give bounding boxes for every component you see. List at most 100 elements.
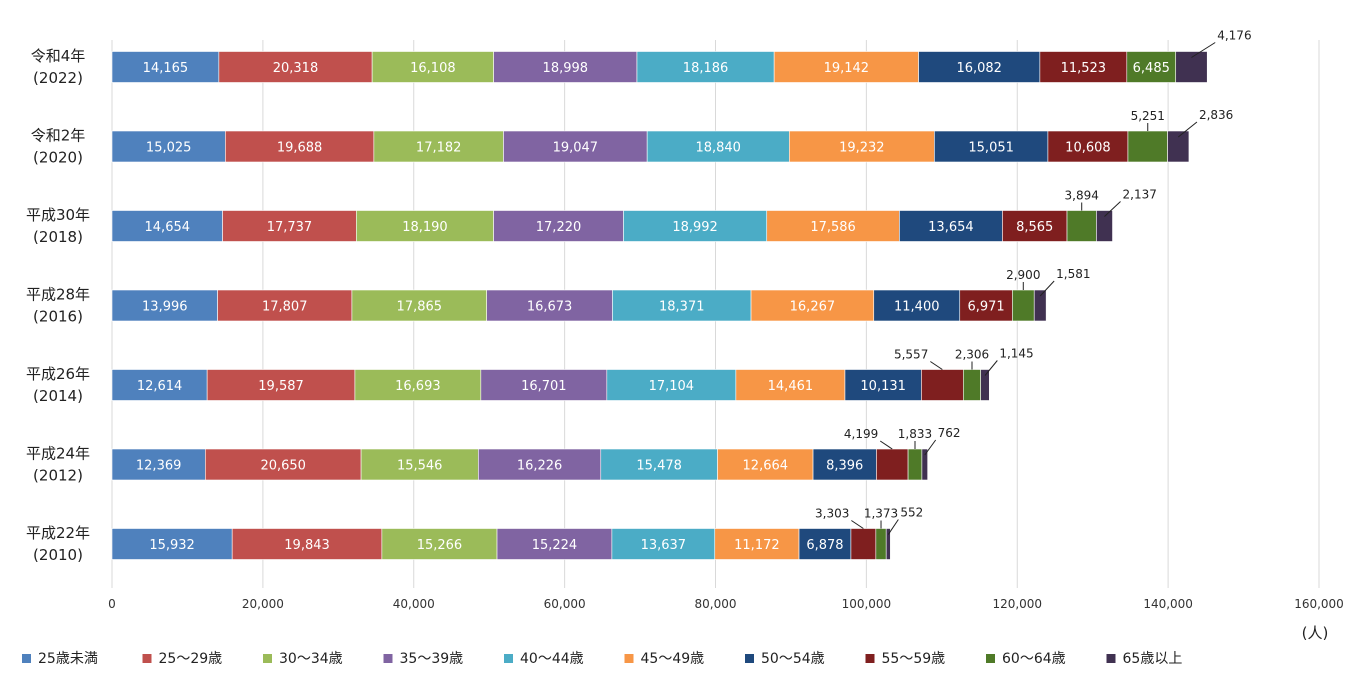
bar-segment <box>885 528 891 560</box>
x-tick-label: 140,000 <box>1143 597 1193 611</box>
data-label: 17,220 <box>536 220 582 235</box>
bar-segment <box>980 369 990 401</box>
data-label: 16,267 <box>790 300 836 315</box>
x-tick-label: 100,000 <box>842 597 892 611</box>
category-label-year: (2014) <box>33 387 83 405</box>
data-label: 2,306 <box>955 348 989 362</box>
bar-segment <box>844 369 922 401</box>
data-label: 3,303 <box>815 507 849 521</box>
data-label: 4,199 <box>844 427 878 441</box>
bar-segment <box>205 448 362 481</box>
bar-segment <box>111 210 223 242</box>
outside-labels: 4,176 2,836 5,251 2,137 3,894 1,581 2,900 1,145… <box>815 29 1252 535</box>
bar-segment <box>875 528 887 560</box>
bar-segment <box>611 528 716 560</box>
data-label: 18,190 <box>402 220 448 235</box>
leader-line <box>887 519 899 535</box>
data-label: 19,688 <box>277 141 323 156</box>
data-label: 17,104 <box>649 379 695 394</box>
data-label: 15,478 <box>636 459 682 474</box>
data-label: 16,673 <box>527 300 573 315</box>
bar-segment <box>921 448 928 481</box>
legend-swatch <box>986 654 995 663</box>
data-label: 4,176 <box>1217 29 1251 43</box>
bar-segment <box>480 369 608 401</box>
bar-segment <box>381 528 498 560</box>
data-label: 18,840 <box>695 141 741 156</box>
x-tick-label: 60,000 <box>544 597 586 611</box>
bar-segment <box>1096 210 1113 242</box>
data-label: 17,737 <box>267 220 313 235</box>
data-label: 16,226 <box>517 459 563 474</box>
data-label: 3,894 <box>1065 189 1099 203</box>
bar-segment <box>493 51 638 83</box>
x-tick-label: 0 <box>108 597 116 611</box>
category-label-year: (2020) <box>33 149 83 167</box>
bar-segment <box>934 130 1049 163</box>
category-label-era: 令和2年 <box>31 127 86 145</box>
category-label-era: 平成26年 <box>26 365 90 383</box>
bar-segment <box>750 289 875 322</box>
data-label: 19,843 <box>284 538 330 553</box>
bar-segment <box>1126 51 1177 83</box>
data-label: 8,396 <box>826 459 863 474</box>
legend-label: 55～59歳 <box>882 651 946 667</box>
data-label: 2,836 <box>1199 108 1233 122</box>
bar-segment <box>873 289 961 322</box>
bar-segment <box>646 130 790 163</box>
category-label-year: (2012) <box>33 467 83 485</box>
bar-segment <box>918 51 1041 83</box>
legend-swatch <box>745 654 754 663</box>
leader-line <box>1191 42 1216 58</box>
x-tick-label: 80,000 <box>695 597 737 611</box>
data-label: 15,051 <box>968 141 1014 156</box>
bar-segment <box>225 130 375 163</box>
data-label: 11,523 <box>1061 61 1107 76</box>
data-label: 15,932 <box>149 538 195 553</box>
data-label: 6,971 <box>967 300 1004 315</box>
bar-segment <box>111 528 233 560</box>
category-labels: 令和4年 (2022) 令和2年 (2020) 平成30年 (2018) 平成28年 (201… <box>26 47 90 564</box>
data-label: 17,865 <box>397 300 443 315</box>
data-label: 2,900 <box>1006 268 1040 282</box>
data-label: 20,318 <box>273 61 319 76</box>
data-label: 5,251 <box>1131 109 1165 123</box>
x-axis-unit-label: (人) <box>1302 624 1329 642</box>
bar-segment <box>962 369 981 401</box>
data-label: 16,701 <box>521 379 567 394</box>
bar-segment <box>714 528 800 560</box>
legend-label: 50～54歳 <box>761 651 825 667</box>
data-label: 18,186 <box>683 61 729 76</box>
data-label: 10,131 <box>860 379 906 394</box>
leader-line <box>924 439 937 456</box>
bar-segment <box>606 369 737 401</box>
bar-segment <box>1066 210 1097 242</box>
legend-label: 45～49歳 <box>641 651 705 667</box>
data-label: 18,992 <box>672 220 718 235</box>
bar-segment <box>1039 51 1128 83</box>
bars: 14,165 20,318 16,108 18,998 18,186 19,142 16,0… <box>111 51 1208 560</box>
category-label-year: (2016) <box>33 308 83 326</box>
bar-segment <box>478 448 602 481</box>
bar-segment <box>351 289 487 322</box>
legend-label: 65歳以上 <box>1123 651 1183 667</box>
leader-line <box>1177 121 1198 138</box>
leader-line <box>1104 201 1121 217</box>
category-label-era: 平成28年 <box>26 286 90 304</box>
bar-segment <box>111 289 218 322</box>
data-label: 12,664 <box>743 459 789 474</box>
x-tick-label: 40,000 <box>393 597 435 611</box>
category-label-era: 令和4年 <box>31 47 86 65</box>
legend-label: 25歳未満 <box>38 651 98 667</box>
bar-segment <box>496 528 613 560</box>
bar-segment <box>876 448 909 481</box>
bar-segment <box>788 130 935 163</box>
data-label: 12,614 <box>137 379 183 394</box>
data-label: 13,996 <box>142 300 188 315</box>
data-label: 14,461 <box>768 379 814 394</box>
data-label: 12,369 <box>136 459 182 474</box>
leader-line <box>851 520 864 529</box>
bar-segment <box>1175 51 1208 83</box>
data-label: 6,878 <box>806 538 843 553</box>
